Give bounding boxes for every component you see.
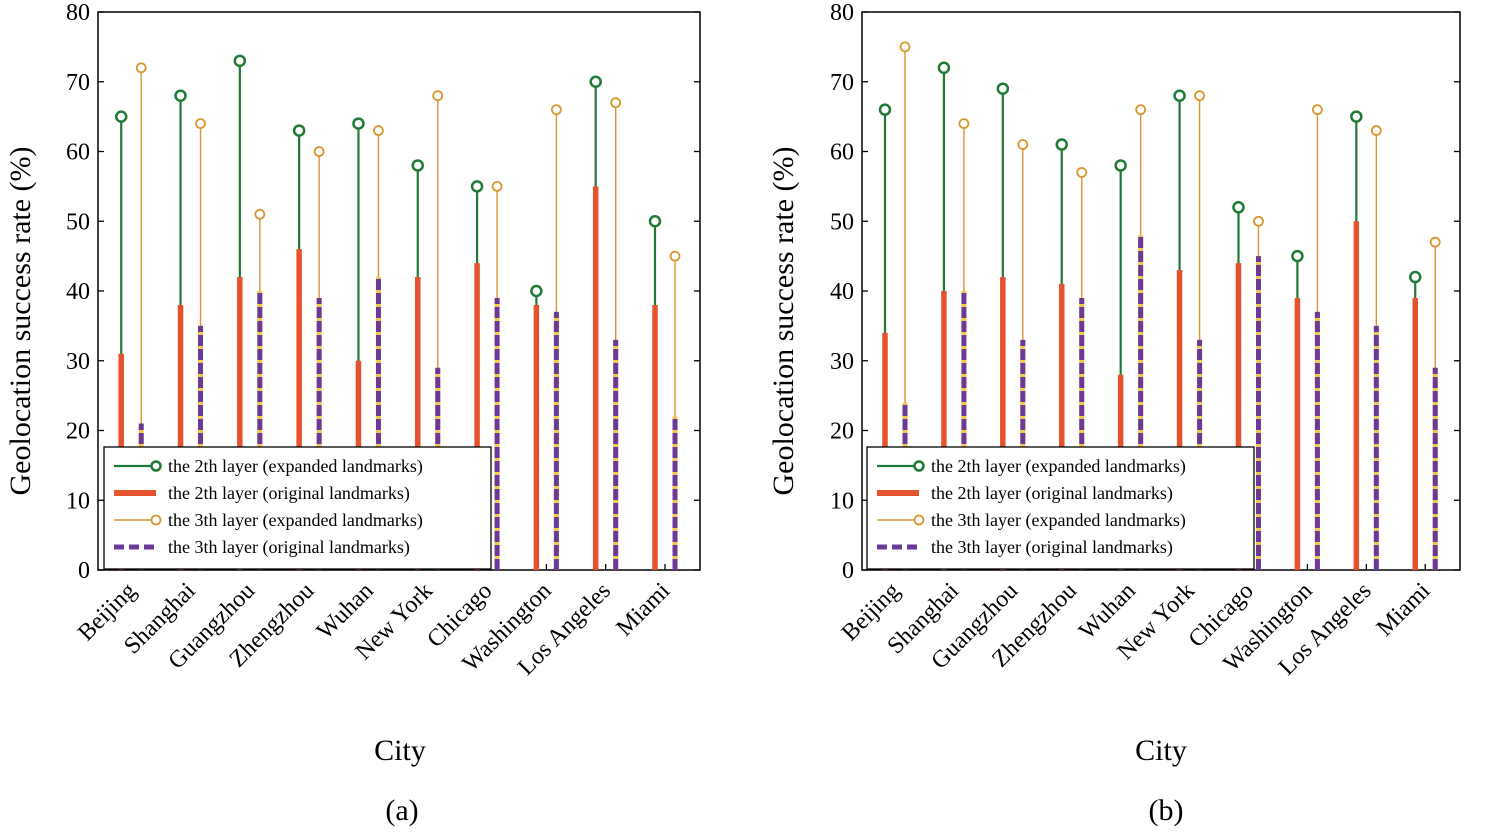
- marker-3th-expanded: [195, 118, 206, 129]
- marker-2th-expanded: [114, 110, 128, 123]
- marker-3th-expanded: [1253, 215, 1264, 227]
- marker-2th-expanded: [648, 215, 662, 228]
- marker-3th-expanded: [491, 180, 503, 192]
- y-tick-label: 0: [78, 558, 90, 584]
- marker-3th-expanded: [610, 97, 622, 109]
- legend-label: the 3th layer (expanded landmarks): [931, 510, 1186, 531]
- marker-2th-expanded: [530, 284, 543, 298]
- y-tick-label: 70: [830, 70, 854, 96]
- legend-label: the 3th layer (original landmarks): [931, 537, 1173, 558]
- marker-2th-expanded: [411, 159, 425, 172]
- y-tick-label: 20: [66, 419, 90, 445]
- legend-label: the 3th layer (expanded landmarks): [168, 510, 423, 531]
- figure-caption: (a): [385, 794, 418, 827]
- marker-3th-expanded: [1194, 90, 1205, 102]
- x-tick-label: Miami: [1372, 578, 1436, 642]
- marker-3th-expanded: [899, 41, 911, 53]
- marker-2th-expanded: [937, 61, 951, 75]
- marker-3th-expanded: [958, 118, 970, 129]
- marker-2th-expanded: [1055, 138, 1068, 151]
- y-tick-label: 70: [66, 70, 90, 96]
- marker-3th-expanded: [1429, 236, 1441, 248]
- marker-2th-expanded: [589, 75, 602, 88]
- marker-3th-expanded: [373, 125, 384, 136]
- marker-2th-expanded: [1173, 89, 1186, 102]
- legend-marker-2th-expanded: [913, 460, 925, 472]
- marker-2th-expanded: [1350, 110, 1363, 123]
- marker-2th-expanded: [292, 124, 306, 137]
- marker-3th-expanded: [1017, 139, 1029, 150]
- legend-label: the 2th layer (original landmarks): [931, 483, 1173, 504]
- y-tick-label: 80: [830, 0, 854, 26]
- x-axis-label: City: [1135, 734, 1187, 767]
- marker-2th-expanded: [1291, 249, 1304, 263]
- y-tick-label: 10: [830, 488, 854, 514]
- chart-a: 01020304050607080BeijingShanghaiGuangzho…: [4, 0, 701, 827]
- legend-label: the 3th layer (original landmarks): [168, 537, 410, 558]
- figure-caption: (b): [1149, 794, 1184, 827]
- y-tick-label: 30: [66, 349, 90, 375]
- y-axis-label: Geolocation success rate (%): [767, 146, 800, 495]
- marker-2th-expanded: [352, 117, 365, 130]
- legend-marker-2th-expanded: [150, 460, 162, 472]
- y-tick-label: 40: [66, 279, 90, 305]
- legend-marker-3th-expanded: [150, 514, 162, 526]
- y-tick-label: 60: [66, 140, 90, 166]
- y-axis-label: Geolocation success rate (%): [4, 146, 37, 495]
- marker-2th-expanded: [878, 103, 892, 116]
- y-tick-label: 50: [66, 209, 90, 235]
- chart-b: 01020304050607080BeijingShanghaiGuangzho…: [767, 0, 1461, 827]
- y-tick-label: 60: [830, 140, 854, 166]
- legend-label: the 2th layer (original landmarks): [168, 483, 410, 504]
- marker-3th-expanded: [254, 208, 266, 220]
- x-tick-label: Miami: [612, 578, 676, 642]
- x-axis-label: City: [374, 734, 426, 767]
- marker-2th-expanded: [233, 54, 247, 68]
- marker-2th-expanded: [996, 82, 1010, 95]
- y-tick-label: 50: [830, 209, 854, 235]
- legend-box: [103, 446, 492, 570]
- legend-label: the 2th layer (expanded landmarks): [931, 456, 1186, 477]
- legend-label: the 2th layer (expanded landmarks): [168, 456, 423, 477]
- y-tick-label: 10: [66, 488, 90, 514]
- marker-3th-expanded: [135, 62, 147, 74]
- marker-3th-expanded: [1135, 104, 1147, 116]
- y-tick-label: 30: [830, 349, 854, 375]
- y-tick-label: 20: [830, 419, 854, 445]
- marker-3th-expanded: [432, 90, 444, 102]
- marker-2th-expanded: [1408, 270, 1422, 284]
- marker-3th-expanded: [550, 104, 562, 116]
- marker-2th-expanded: [174, 89, 187, 102]
- y-tick-label: 40: [830, 279, 854, 305]
- marker-3th-expanded: [1076, 167, 1088, 178]
- legend-box: [866, 446, 1255, 570]
- marker-2th-expanded: [1114, 159, 1127, 172]
- y-tick-label: 80: [66, 0, 90, 26]
- marker-2th-expanded: [1232, 201, 1245, 214]
- legend-marker-3th-expanded: [913, 514, 925, 526]
- y-tick-label: 0: [842, 558, 854, 584]
- marker-3th-expanded: [1370, 125, 1382, 136]
- marker-3th-expanded: [1312, 104, 1323, 116]
- marker-2th-expanded: [470, 180, 484, 193]
- marker-3th-expanded: [669, 250, 681, 262]
- marker-3th-expanded: [313, 146, 325, 157]
